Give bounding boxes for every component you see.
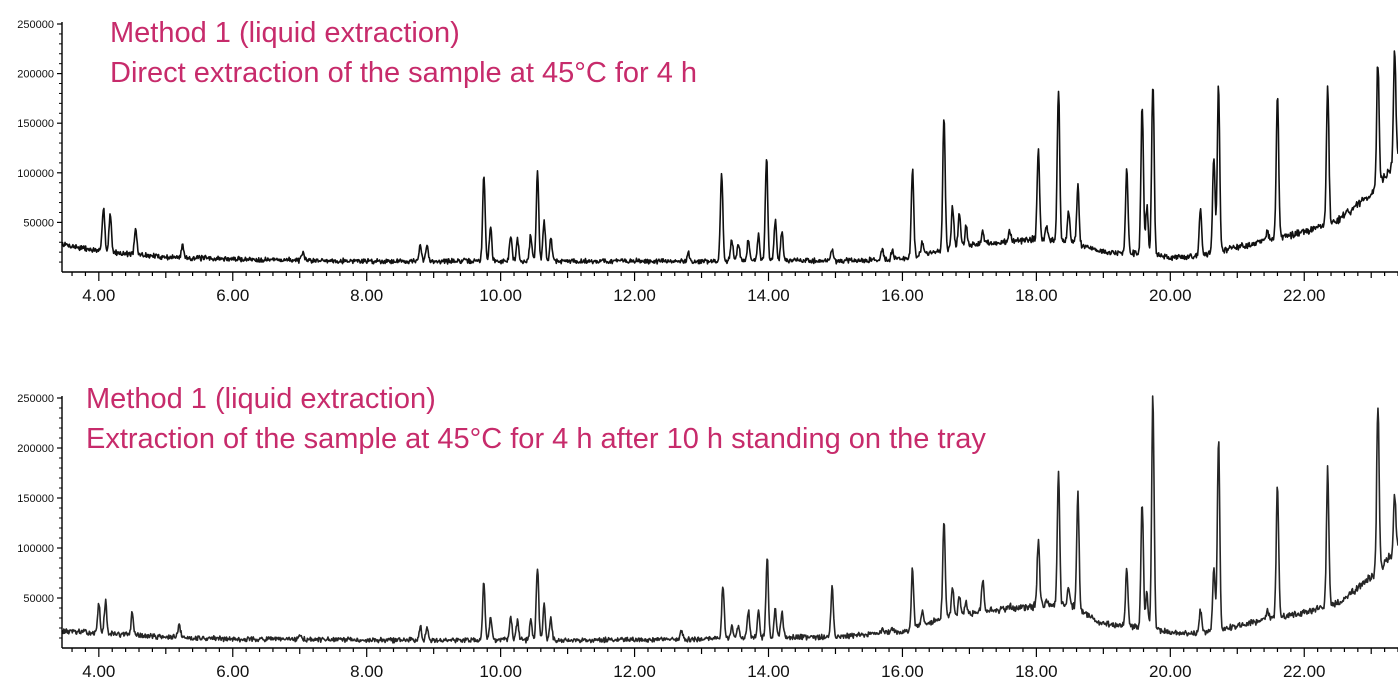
y-tick-label: 250000 [17, 393, 54, 405]
x-tick-label: 10.00 [479, 286, 522, 305]
x-tick-label: 8.00 [350, 286, 383, 305]
x-tick-label: 4.00 [82, 662, 115, 680]
chart-title-top: Method 1 (liquid extraction) [110, 17, 460, 49]
y-tick-label: 200000 [17, 443, 54, 455]
y-tick-label: 50000 [23, 593, 54, 605]
chromatogram-bottom: 50000 100000 150000 200000 250000 4.00 6.00 8.… [17, 383, 1398, 680]
x-tick-label: 16.00 [881, 286, 924, 305]
chromatogram-trace-top [61, 50, 1398, 265]
x-tick-label: 20.00 [1149, 286, 1192, 305]
x-tick-label: 12.00 [613, 286, 656, 305]
chart-title-bottom: Method 1 (liquid extraction) [86, 383, 436, 415]
x-tick-label: 6.00 [216, 286, 249, 305]
x-tick-label: 6.00 [216, 662, 249, 680]
x-axis-top: 4.00 6.00 8.00 10.00 12.00 14.00 16.00 18.00 20.… [71, 272, 1398, 305]
x-axis-bottom: 4.00 6.00 8.00 10.00 12.00 14.00 16.00 18.00 20.… [71, 648, 1398, 680]
x-tick-label: 10.00 [479, 662, 522, 680]
y-tick-label: 250000 [17, 19, 54, 31]
x-tick-label: 20.00 [1149, 662, 1192, 680]
x-tick-label: 22.00 [1283, 662, 1326, 680]
x-tick-label: 22.00 [1283, 286, 1326, 305]
x-tick-label: 12.00 [613, 662, 656, 680]
chart-subtitle-top: Direct extraction of the sample at 45°C … [110, 57, 697, 89]
x-tick-label: 18.00 [1015, 662, 1058, 680]
x-tick-label: 14.00 [747, 662, 790, 680]
y-axis-bottom: 50000 100000 150000 200000 250000 [17, 393, 62, 605]
y-axis-top: 50000 100000 150000 200000 250000 [17, 19, 62, 229]
x-tick-label: 16.00 [881, 662, 924, 680]
chart-subtitle-bottom: Extraction of the sample at 45°C for 4 h… [86, 423, 986, 455]
x-tick-label: 14.00 [747, 286, 790, 305]
x-tick-label: 4.00 [82, 286, 115, 305]
chromatogram-top: 50000 100000 150000 200000 250000 4.00 6.00 8.… [17, 17, 1398, 305]
x-tick-label: 18.00 [1015, 286, 1058, 305]
x-tick-label: 8.00 [350, 662, 383, 680]
y-tick-label: 50000 [23, 217, 54, 229]
y-tick-label: 200000 [17, 69, 54, 81]
y-tick-label: 150000 [17, 493, 54, 505]
y-tick-label: 100000 [17, 168, 54, 180]
y-tick-label: 150000 [17, 118, 54, 130]
y-tick-label: 100000 [17, 543, 54, 555]
chromatogram-trace-bottom [61, 395, 1398, 644]
